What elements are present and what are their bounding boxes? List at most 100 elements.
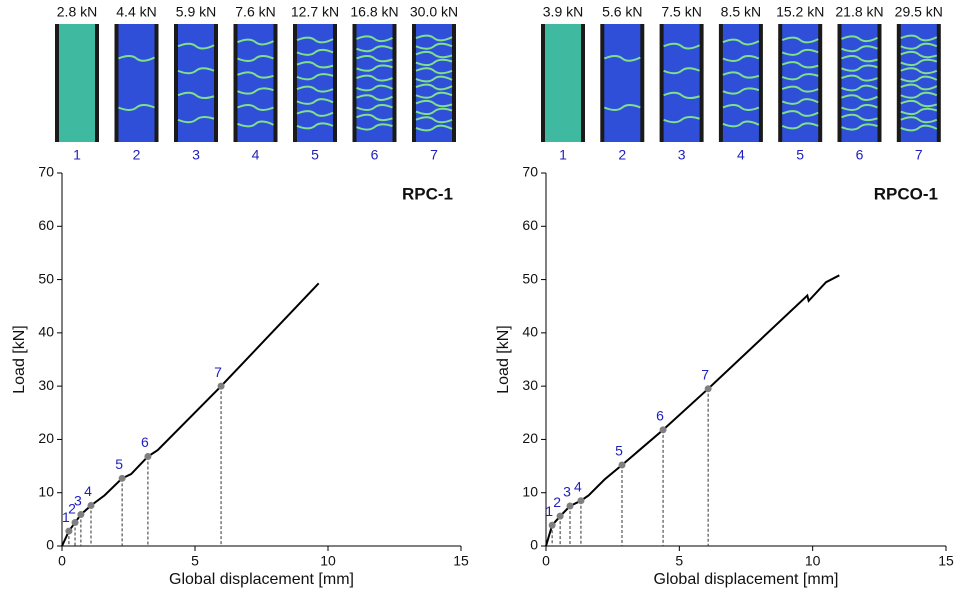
- photo-crack: [415, 124, 453, 132]
- marked-point: [144, 452, 152, 460]
- point-label: 5: [115, 456, 123, 472]
- y-tick-label: 40: [522, 324, 538, 340]
- photo-crack: [722, 87, 760, 95]
- photo-number: 6: [371, 147, 379, 163]
- point-label: 2: [553, 494, 561, 510]
- load-curve: [61, 282, 320, 547]
- y-axis-label: Load [kN]: [11, 325, 28, 393]
- photo-crack: [296, 85, 334, 93]
- photo-crack: [900, 67, 938, 75]
- photo-crack: [356, 123, 393, 131]
- photo-crack: [356, 35, 393, 43]
- point-label: 1: [545, 503, 553, 519]
- photo-crack: [356, 64, 393, 72]
- photo-crack: [663, 116, 700, 124]
- photo-crack: [415, 58, 453, 67]
- photo-number: 5: [796, 147, 804, 163]
- marked-point: [556, 512, 564, 520]
- photo-crack: [296, 36, 334, 44]
- photo-crack: [781, 73, 819, 81]
- photo-crack: [296, 73, 334, 81]
- photo-crack: [781, 122, 819, 130]
- photo-crack: [722, 120, 760, 128]
- photo-crack: [296, 122, 334, 130]
- photo-crack: [663, 91, 700, 99]
- photo-specimen: [297, 24, 333, 142]
- photo-crack: [900, 107, 938, 116]
- point-label: 6: [141, 434, 149, 450]
- photo-crack: [841, 123, 878, 131]
- photo-crack: [177, 67, 215, 75]
- y-tick-label: 60: [522, 217, 538, 233]
- y-tick-label: 20: [522, 430, 538, 446]
- photo-number: 1: [73, 147, 81, 163]
- photo-crack: [781, 36, 819, 44]
- photo-crack: [603, 55, 641, 62]
- photo-crack: [841, 94, 878, 101]
- photo-crack: [781, 110, 819, 117]
- photo-crack: [722, 38, 760, 46]
- photo-crack: [356, 84, 393, 92]
- photo-crack: [118, 104, 155, 111]
- photo-load-label: 3.9 kN: [543, 4, 583, 20]
- photo-crack: [415, 107, 453, 116]
- x-axis-label: Global displacement [mm]: [169, 571, 354, 588]
- photo-crack: [356, 45, 393, 53]
- photo-number: 7: [430, 147, 438, 163]
- photo-crack: [237, 104, 274, 111]
- photo-specimen: [782, 24, 819, 142]
- photo-crack: [722, 71, 760, 79]
- photo-crack: [415, 99, 453, 108]
- y-tick-label: 50: [38, 270, 54, 286]
- y-tick-label: 10: [38, 483, 54, 499]
- marked-point: [618, 461, 626, 469]
- photo-crack: [356, 74, 393, 82]
- photo-crack: [356, 55, 393, 63]
- photo-crack: [841, 45, 878, 53]
- point-label: 3: [74, 492, 82, 508]
- photo-crack: [663, 42, 701, 50]
- photo-crack: [900, 99, 938, 108]
- photo-crack: [296, 98, 334, 105]
- x-tick-label: 10: [805, 553, 821, 569]
- marked-point: [566, 502, 574, 510]
- photo-specimen: [178, 24, 214, 142]
- photo-crack: [415, 50, 453, 59]
- photo-crack: [722, 104, 760, 111]
- photo-crack: [356, 94, 393, 101]
- photo-crack: [841, 55, 878, 63]
- x-tick-label: 5: [675, 553, 683, 569]
- photo-load-label: 7.5 kN: [661, 4, 701, 20]
- photo-crack: [841, 74, 878, 82]
- photo-crack: [781, 85, 819, 93]
- point-label: 2: [68, 500, 76, 516]
- photo-crack: [415, 116, 453, 124]
- point-label: 7: [214, 364, 222, 380]
- photo-crack: [296, 61, 334, 69]
- photo-number: 4: [737, 147, 745, 163]
- y-tick-label: 20: [38, 430, 54, 446]
- photo-number: 2: [618, 147, 626, 163]
- y-tick-label: 40: [38, 324, 54, 340]
- photo-crack: [237, 55, 274, 62]
- y-tick-label: 50: [522, 270, 538, 286]
- photo-number: 5: [311, 147, 319, 163]
- photo-specimen: [841, 24, 878, 142]
- photo-crack: [781, 48, 819, 56]
- photo-crack: [296, 48, 334, 56]
- photo-crack: [900, 83, 938, 91]
- photo-crack: [841, 64, 878, 72]
- y-tick-label: 0: [530, 537, 538, 553]
- photo-crack: [415, 34, 453, 42]
- photo-load-label: 8.5 kN: [721, 4, 761, 20]
- photo-crack: [841, 104, 878, 111]
- photo-load-label: 21.8 kN: [835, 4, 883, 20]
- photo-number: 1: [559, 147, 567, 163]
- photo-crack: [900, 42, 938, 50]
- y-tick-label: 0: [46, 537, 54, 553]
- y-tick-label: 60: [38, 217, 54, 233]
- point-label: 7: [701, 367, 709, 383]
- photo-load-label: 16.8 kN: [350, 4, 398, 20]
- photo-crack: [900, 58, 938, 67]
